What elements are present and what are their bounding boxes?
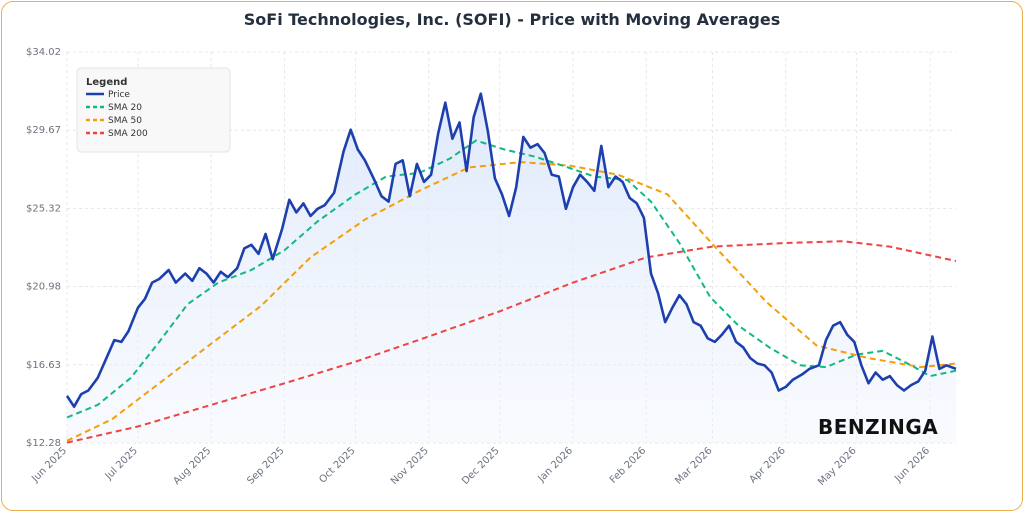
legend-label: SMA 50 — [108, 116, 142, 126]
x-tick-label: Jun 2025 — [29, 445, 69, 485]
x-tick-label: Oct 2025 — [317, 445, 357, 485]
price-area-fill — [67, 93, 956, 443]
x-tick-label: Jan 2026 — [535, 445, 575, 485]
x-tick-label: Jul 2025 — [103, 445, 140, 482]
x-tick-label: Dec 2025 — [460, 445, 502, 487]
y-axis: $34.02 $29.67 $25.32 $20.98 $16.63 $12.28 — [26, 47, 61, 449]
chart-title: SoFi Technologies, Inc. (SOFI) - Price w… — [244, 10, 780, 29]
x-tick-label: Jun 2026 — [892, 445, 932, 485]
y-tick-label: $25.32 — [26, 203, 61, 214]
x-tick-label: Apr 2026 — [748, 445, 788, 485]
y-tick-label: $16.63 — [26, 360, 61, 371]
x-tick-label: May 2026 — [816, 445, 859, 488]
sma200-line — [66, 240, 957, 444]
legend-title: Legend — [86, 77, 127, 88]
legend: Legend Price SMA 20 SMA 50 SMA 200 — [76, 67, 231, 153]
y-tick-label: $20.98 — [26, 282, 61, 293]
benzinga-watermark: BENZINGA — [818, 415, 938, 439]
x-tick-label: Feb 2026 — [608, 445, 649, 486]
y-tick-label: $29.67 — [26, 125, 61, 136]
price-area — [67, 93, 956, 443]
legend-label: SMA 200 — [108, 129, 148, 139]
x-tick-label: Sep 2025 — [245, 445, 286, 486]
x-axis: Jun 2025 Jul 2025 Aug 2025 Sep 2025 Oct 2025… — [29, 445, 932, 488]
series-lines — [65, 92, 957, 444]
legend-label: Price — [108, 90, 130, 100]
x-tick-label: Mar 2026 — [673, 445, 714, 486]
x-tick-label: Nov 2025 — [389, 445, 431, 487]
price-line — [65, 92, 957, 408]
x-tick-label: Aug 2025 — [172, 445, 214, 487]
legend-label: SMA 20 — [108, 103, 142, 113]
y-tick-label: $12.28 — [26, 438, 61, 449]
y-tick-label: $34.02 — [26, 47, 61, 58]
